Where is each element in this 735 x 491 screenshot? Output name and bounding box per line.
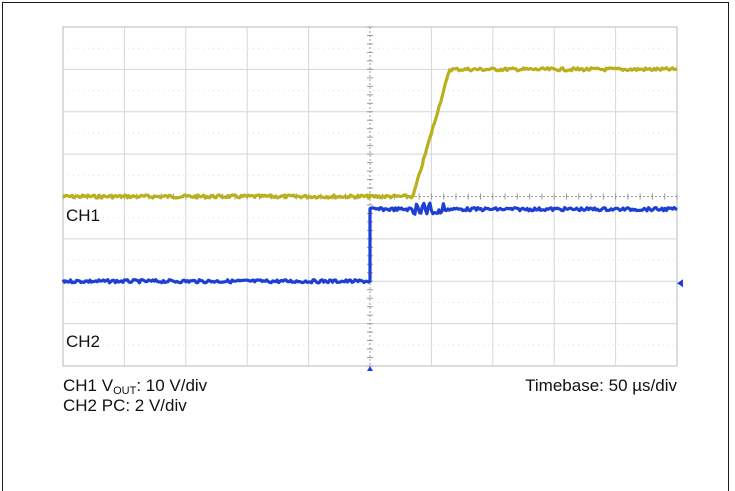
trigger-position-marker	[367, 366, 373, 371]
ch2-trace-label: CH2	[66, 332, 101, 351]
plot-traces	[61, 66, 678, 285]
plot-markers	[367, 279, 683, 371]
timebase-caption: Timebase: 50 µs/div	[525, 376, 677, 395]
ch1-scale-caption: CH1 VOUT: 10 V/div	[63, 376, 208, 397]
ch1-scale-suffix: : 10 V/div	[136, 376, 208, 395]
trace-ch2	[61, 201, 678, 285]
ch2-scale-caption: CH2 PC: 2 V/div	[63, 396, 187, 415]
trigger-level-marker	[677, 279, 683, 288]
ch1-trace-label: CH1	[66, 206, 101, 225]
trace-ch1	[62, 66, 678, 200]
ch1-scale-prefix: CH1 V	[63, 376, 114, 395]
ch1-scale-subscript: OUT	[113, 385, 137, 397]
